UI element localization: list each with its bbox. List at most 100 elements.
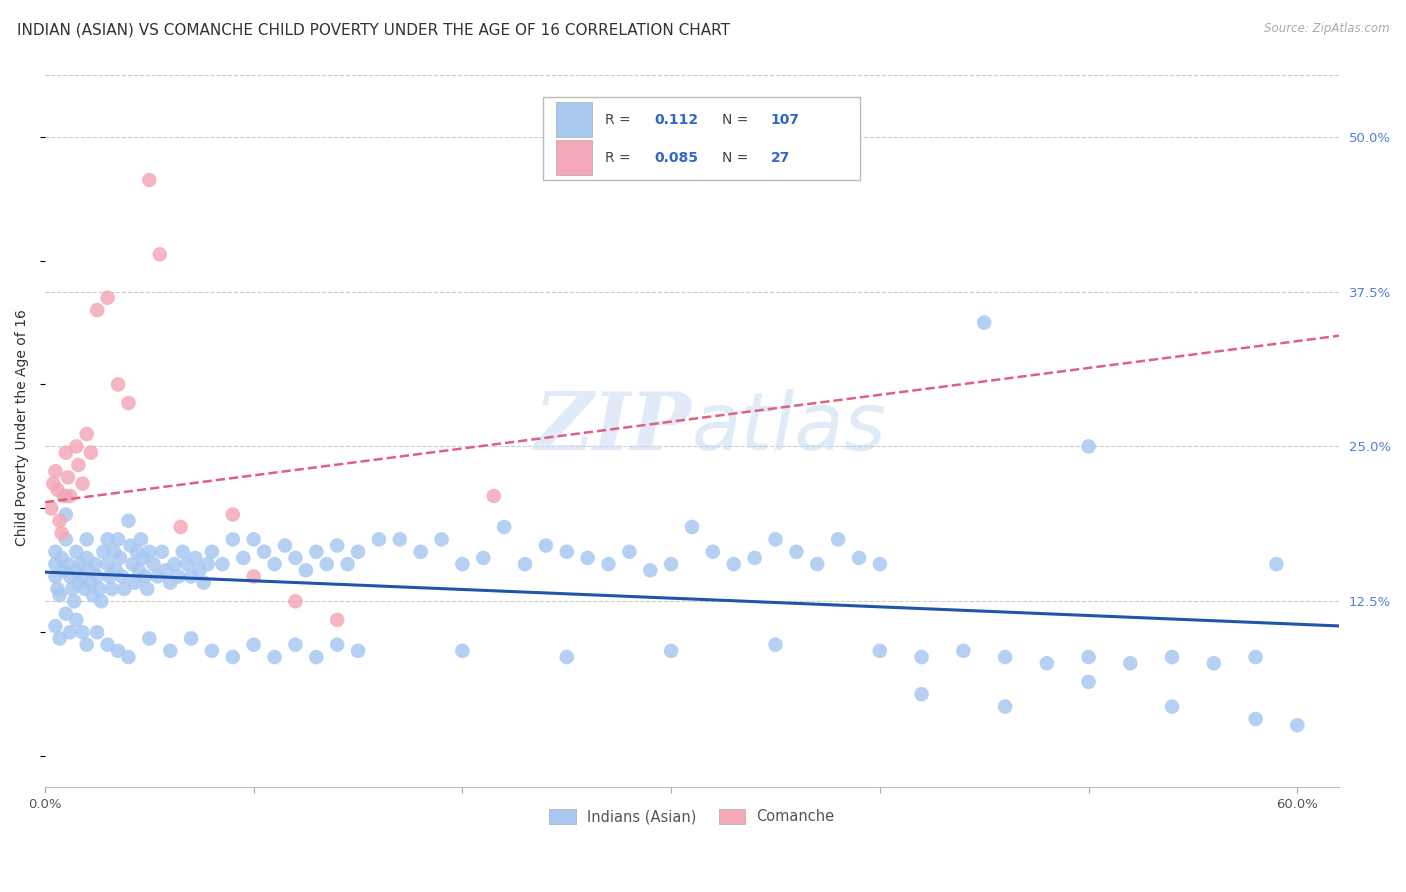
- Point: [765, 638, 787, 652]
- Point: [659, 644, 682, 658]
- Point: [197, 557, 219, 571]
- Point: [48, 632, 70, 646]
- Point: [222, 533, 245, 547]
- Text: ZIP: ZIP: [536, 389, 692, 467]
- Text: R =: R =: [606, 112, 631, 127]
- Point: [97, 638, 120, 652]
- Y-axis label: Child Poverty Under the Age of 16: Child Poverty Under the Age of 16: [15, 310, 30, 546]
- Point: [305, 650, 328, 665]
- Point: [73, 582, 96, 596]
- Point: [67, 575, 90, 590]
- Text: N =: N =: [721, 151, 748, 165]
- Point: [1077, 439, 1099, 453]
- Point: [76, 638, 98, 652]
- Point: [1161, 699, 1184, 714]
- Text: 0.112: 0.112: [654, 112, 699, 127]
- Text: N =: N =: [721, 112, 748, 127]
- Point: [111, 569, 134, 583]
- Point: [744, 550, 766, 565]
- Point: [107, 377, 129, 392]
- Point: [806, 557, 828, 571]
- Point: [65, 613, 87, 627]
- Point: [848, 550, 870, 565]
- Point: [63, 594, 86, 608]
- Point: [69, 557, 91, 571]
- Point: [1119, 657, 1142, 671]
- Point: [242, 569, 264, 583]
- Point: [128, 563, 150, 577]
- Point: [184, 550, 207, 565]
- Point: [51, 550, 73, 565]
- Point: [80, 445, 103, 459]
- Point: [48, 514, 70, 528]
- Point: [169, 520, 191, 534]
- Point: [284, 550, 307, 565]
- Point: [232, 550, 254, 565]
- Point: [56, 470, 79, 484]
- Point: [80, 575, 103, 590]
- Point: [44, 619, 66, 633]
- Point: [55, 607, 77, 621]
- Point: [86, 625, 108, 640]
- Text: Source: ZipAtlas.com: Source: ZipAtlas.com: [1264, 22, 1389, 36]
- Point: [97, 557, 120, 571]
- Point: [765, 533, 787, 547]
- Point: [326, 638, 349, 652]
- Point: [555, 545, 578, 559]
- Point: [100, 582, 122, 596]
- Point: [1202, 657, 1225, 671]
- Point: [172, 545, 194, 559]
- Point: [146, 569, 169, 583]
- Point: [315, 557, 337, 571]
- Point: [619, 545, 641, 559]
- Point: [284, 594, 307, 608]
- Point: [994, 699, 1017, 714]
- Point: [67, 458, 90, 472]
- Point: [124, 575, 146, 590]
- Point: [336, 557, 359, 571]
- Point: [159, 575, 181, 590]
- Point: [117, 650, 139, 665]
- Point: [56, 557, 79, 571]
- Point: [1161, 650, 1184, 665]
- Point: [263, 650, 285, 665]
- Point: [211, 557, 233, 571]
- Point: [107, 533, 129, 547]
- Point: [52, 563, 75, 577]
- Point: [1265, 557, 1288, 571]
- Point: [201, 545, 224, 559]
- Point: [39, 501, 62, 516]
- Point: [55, 445, 77, 459]
- Point: [263, 557, 285, 571]
- Point: [72, 569, 94, 583]
- Point: [107, 644, 129, 658]
- Text: 27: 27: [770, 151, 790, 165]
- Point: [97, 291, 120, 305]
- Point: [167, 569, 190, 583]
- Point: [51, 526, 73, 541]
- Point: [129, 533, 152, 547]
- Point: [295, 563, 318, 577]
- Point: [60, 582, 83, 596]
- Point: [201, 644, 224, 658]
- Point: [176, 557, 198, 571]
- Point: [98, 569, 121, 583]
- Point: [681, 520, 703, 534]
- Point: [48, 588, 70, 602]
- Point: [472, 550, 495, 565]
- Point: [347, 644, 370, 658]
- Point: [827, 533, 849, 547]
- Point: [163, 557, 186, 571]
- Point: [97, 533, 120, 547]
- FancyBboxPatch shape: [543, 97, 860, 180]
- Point: [451, 644, 474, 658]
- Point: [952, 644, 974, 658]
- Point: [76, 533, 98, 547]
- Point: [188, 563, 211, 577]
- Point: [305, 545, 328, 559]
- Point: [46, 483, 69, 497]
- Point: [409, 545, 432, 559]
- Point: [142, 557, 165, 571]
- Point: [44, 557, 66, 571]
- Point: [242, 638, 264, 652]
